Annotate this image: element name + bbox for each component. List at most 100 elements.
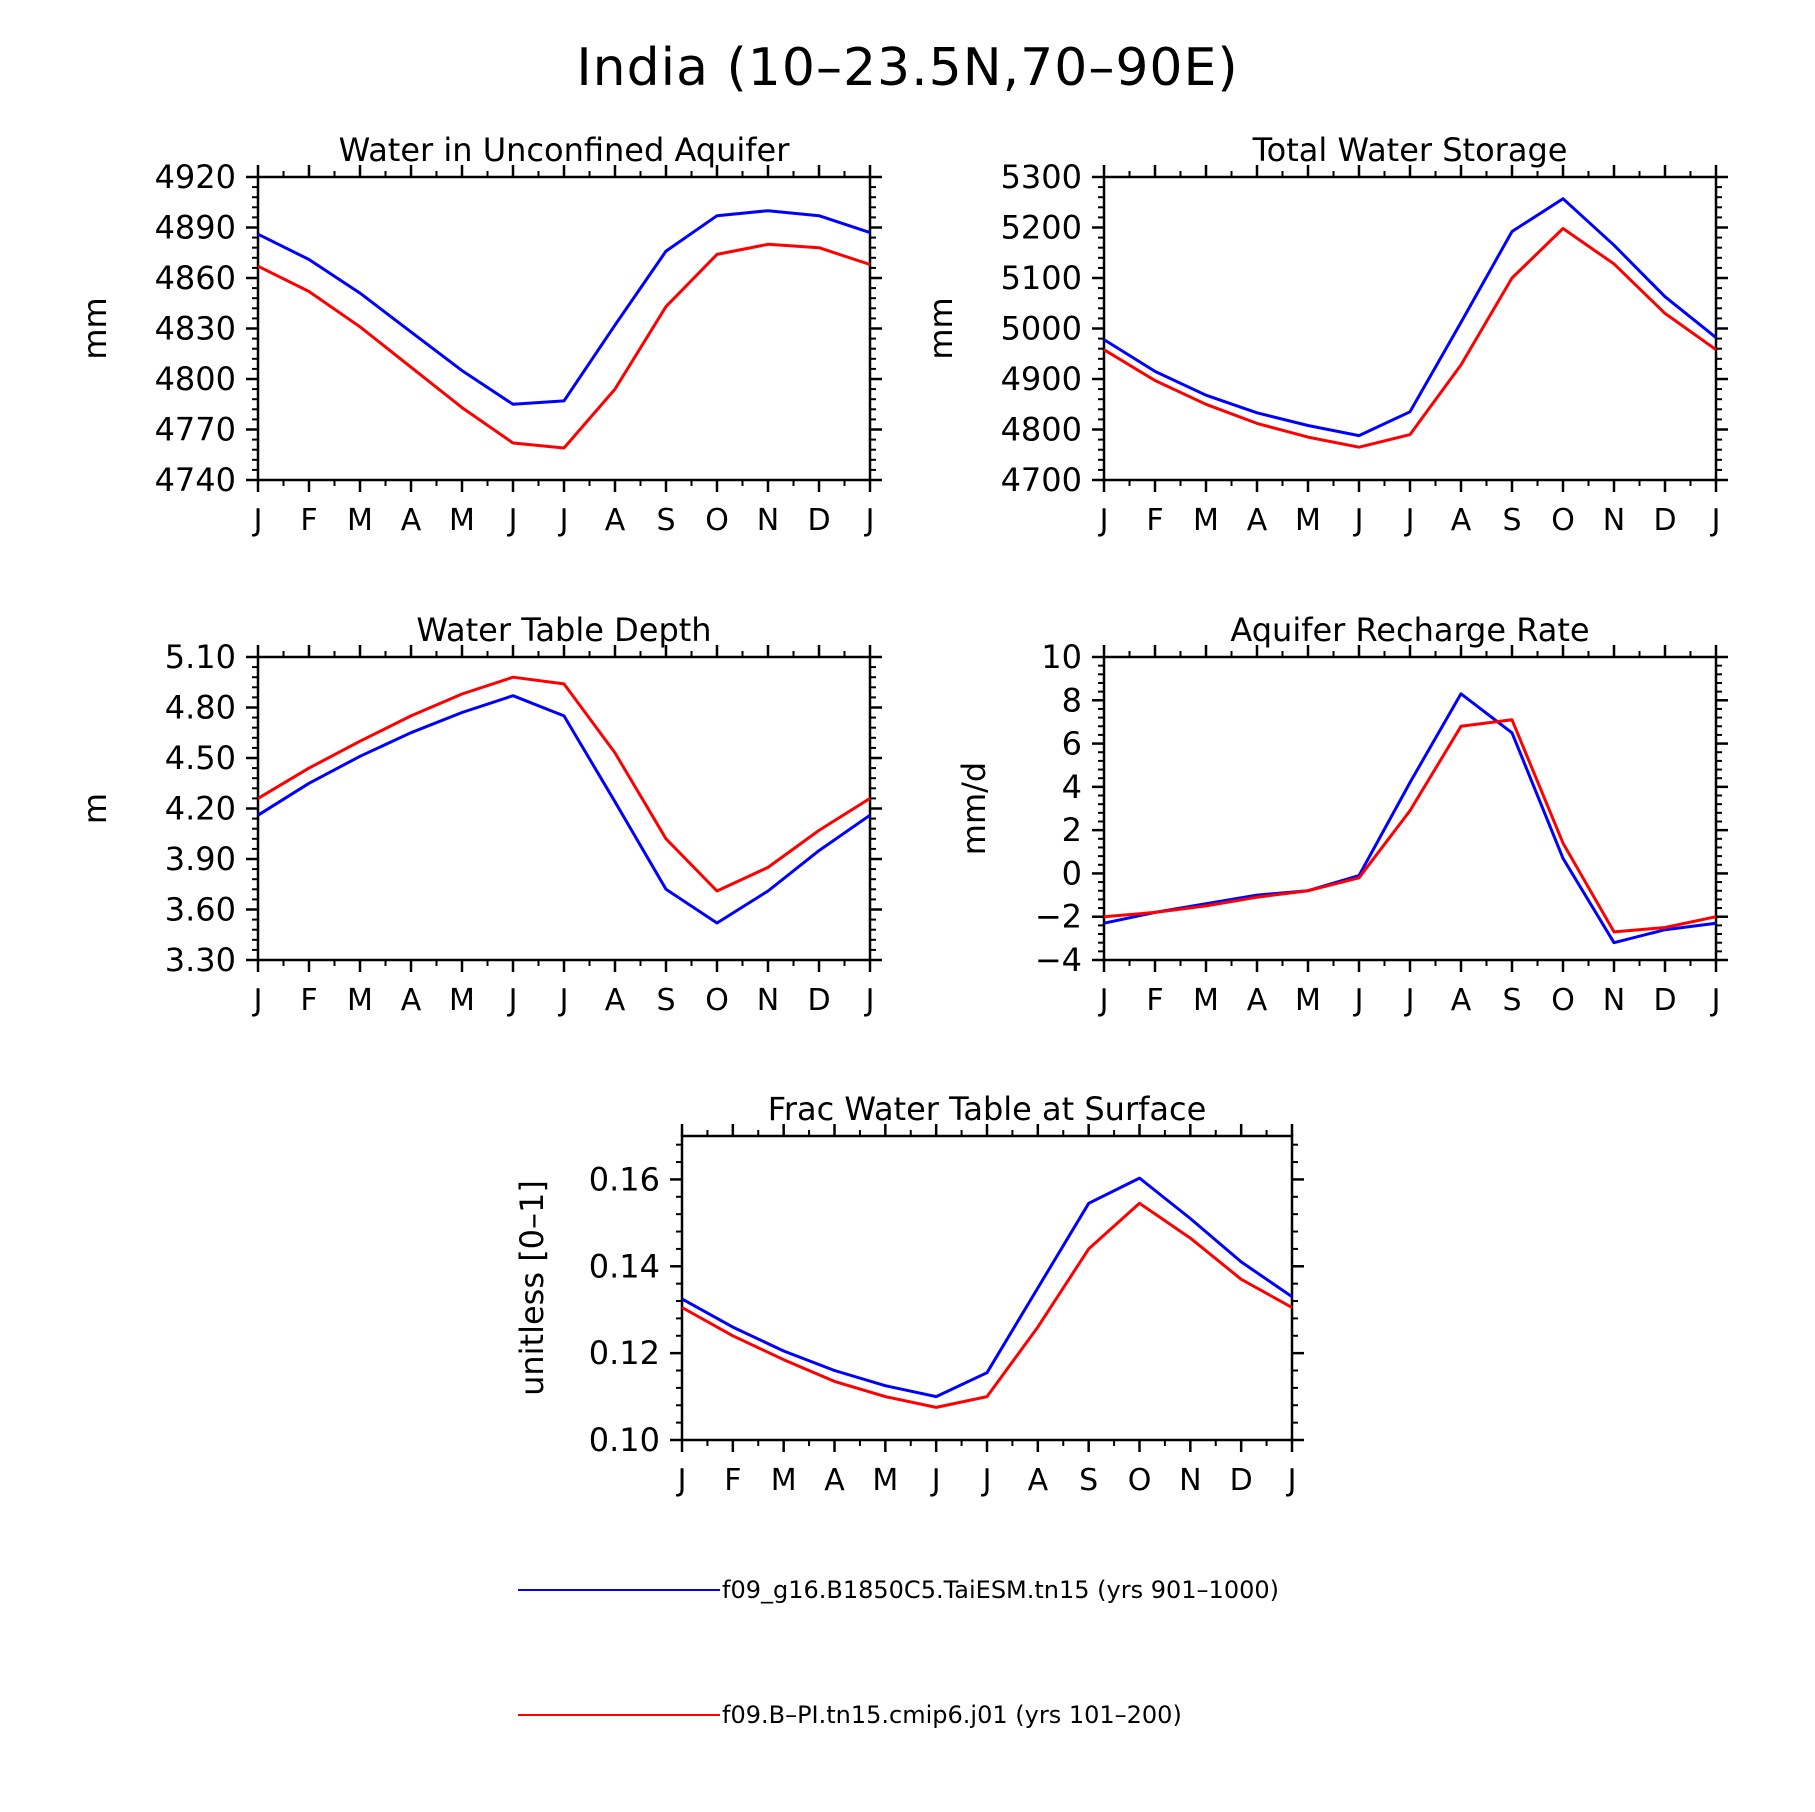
series-line-blue	[257, 209, 871, 406]
y-tick-label: 5100	[1001, 259, 1082, 297]
x-tick-label: M	[1295, 503, 1321, 538]
x-tick-label: A	[401, 503, 422, 538]
y-axis-label: unitless [0–1]	[513, 1180, 551, 1396]
x-tick-label: F	[1146, 503, 1163, 538]
x-tick-label: J	[1098, 503, 1109, 538]
y-axis-label: m	[76, 793, 114, 824]
x-tick-label: D	[807, 503, 830, 538]
series-line-red	[1103, 718, 1717, 934]
plot-frame	[256, 655, 872, 962]
x-tick-label: S	[656, 503, 675, 538]
x-tick-label: M	[872, 1463, 898, 1498]
y-tick-label: 5300	[1001, 158, 1082, 196]
x-tick-label: J	[676, 1463, 687, 1498]
x-tick-label: F	[1146, 983, 1163, 1018]
x-tick-label: M	[771, 1463, 797, 1498]
y-tick-label: 6	[1062, 725, 1082, 763]
y-tick-label: 3.60	[165, 891, 236, 929]
y-tick-label: 5.10	[165, 638, 236, 676]
legend: f09_g16.B1850C5.TaiESM.tn15 (yrs 901–100…	[518, 1576, 1279, 1729]
x-tick-label: O	[1128, 1463, 1152, 1498]
y-axis-label: mm/d	[955, 762, 993, 855]
x-tick-label: F	[300, 503, 317, 538]
x-tick-label: A	[824, 1463, 845, 1498]
series-line-blue	[1103, 197, 1717, 438]
x-tick-label: J	[1404, 983, 1415, 1018]
x-tick-label: A	[1451, 503, 1472, 538]
y-tick-label: 4890	[155, 209, 236, 247]
x-tick-label: D	[807, 983, 830, 1018]
x-tick-label: A	[605, 503, 626, 538]
x-tick-label: F	[300, 983, 317, 1018]
x-tick-label: J	[930, 1463, 941, 1498]
x-tick-label: J	[981, 1463, 992, 1498]
y-tick-label: 10	[1041, 638, 1082, 676]
legend-label-cmip6: f09.B–PI.tn15.cmip6.j01 (yrs 101–200)	[722, 1701, 1182, 1729]
y-tick-label: 0.12	[589, 1334, 660, 1372]
y-tick-label: 2	[1062, 811, 1082, 849]
y-tick-label: 0	[1062, 854, 1082, 892]
series-line-red	[257, 675, 871, 893]
y-tick-label: 5200	[1001, 209, 1082, 247]
x-tick-label: J	[1710, 503, 1721, 538]
x-tick-label: J	[864, 983, 875, 1018]
y-tick-label: 4770	[155, 411, 236, 449]
x-tick-label: A	[1028, 1463, 1049, 1498]
y-tick-label: 4860	[155, 259, 236, 297]
panel-frac-water-table-at-surface: Frac Water Table at Surface unitless [0–1…	[513, 1090, 1304, 1498]
x-tick-label: D	[1230, 1463, 1253, 1498]
x-tick-label: J	[507, 983, 518, 1018]
x-tick-label: M	[347, 983, 373, 1018]
y-tick-label: 0.16	[589, 1160, 660, 1198]
legend-label-taiesm: f09_g16.B1850C5.TaiESM.tn15 (yrs 901–100…	[722, 1576, 1279, 1604]
x-tick-label: M	[449, 983, 475, 1018]
x-tick-label: O	[705, 503, 729, 538]
y-tick-label: 8	[1062, 681, 1082, 719]
x-tick-label: J	[507, 503, 518, 538]
series-line-red	[257, 242, 871, 450]
panel-title: Water in Unconfined Aquifer	[339, 131, 791, 169]
x-tick-label: S	[1502, 983, 1521, 1018]
x-tick-label: O	[1551, 503, 1575, 538]
series-line-blue	[681, 1176, 1293, 1399]
series-line-blue	[1103, 692, 1717, 945]
page-title: India (10–23.5N,70–90E)	[576, 38, 1239, 98]
y-tick-label: −4	[1035, 941, 1082, 979]
x-tick-label: D	[1653, 983, 1676, 1018]
x-tick-label: J	[1353, 983, 1364, 1018]
x-tick-label: J	[1710, 983, 1721, 1018]
x-tick-label: N	[1603, 503, 1625, 538]
panel-title: Frac Water Table at Surface	[768, 1090, 1207, 1128]
y-axis-label: mm	[922, 297, 960, 359]
x-tick-label: A	[1451, 983, 1472, 1018]
x-tick-label: J	[1286, 1463, 1297, 1498]
x-tick-label: J	[252, 983, 263, 1018]
x-tick-label: D	[1653, 503, 1676, 538]
y-tick-label: 4800	[155, 360, 236, 398]
y-tick-label: 4700	[1001, 461, 1082, 499]
x-tick-label: M	[347, 503, 373, 538]
y-tick-label: 3.30	[165, 941, 236, 979]
x-tick-label: F	[724, 1463, 741, 1498]
x-tick-label: J	[864, 503, 875, 538]
y-tick-label: −2	[1035, 898, 1082, 936]
x-tick-label: J	[1404, 503, 1415, 538]
y-tick-label: 4920	[155, 158, 236, 196]
panel-title: Total Water Storage	[1252, 131, 1568, 169]
x-tick-label: J	[252, 503, 263, 538]
x-tick-label: J	[558, 503, 569, 538]
y-tick-label: 4830	[155, 310, 236, 348]
x-tick-label: S	[656, 983, 675, 1018]
series-line-red	[1103, 227, 1717, 449]
y-tick-label: 3.90	[165, 840, 236, 878]
x-tick-label: A	[605, 983, 626, 1018]
x-tick-label: N	[1603, 983, 1625, 1018]
x-tick-label: S	[1079, 1463, 1098, 1498]
x-tick-label: M	[449, 503, 475, 538]
x-tick-label: A	[401, 983, 422, 1018]
x-tick-label: S	[1502, 503, 1521, 538]
series-line-red	[681, 1201, 1293, 1409]
